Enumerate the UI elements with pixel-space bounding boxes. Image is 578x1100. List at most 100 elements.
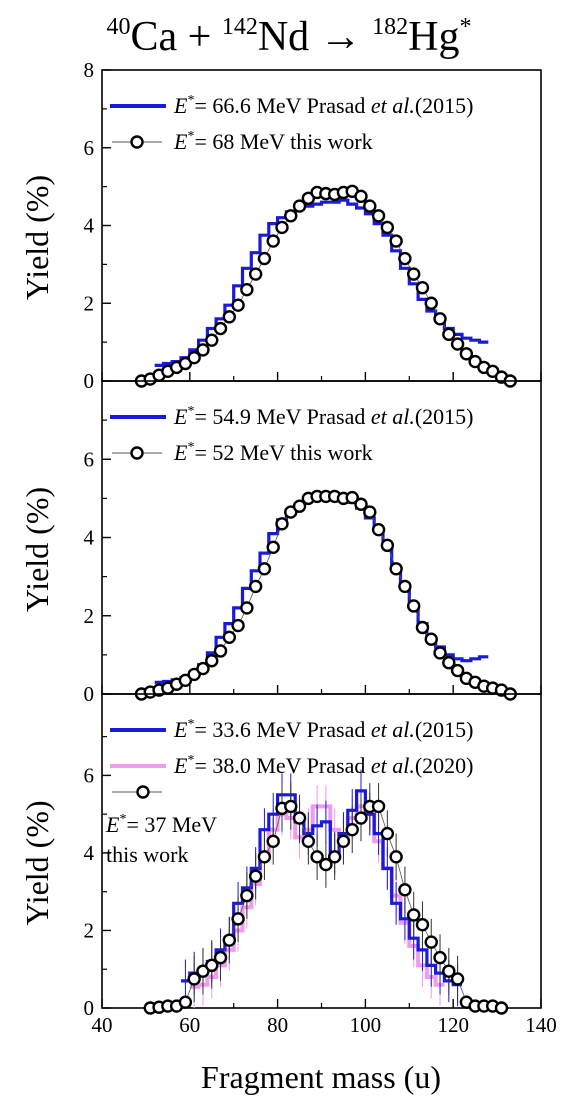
data-point-top bbox=[257, 251, 272, 266]
data-point-bottom bbox=[319, 857, 333, 872]
legend-label-bottom-1: E*= 38.0 MeV Prasad et al.(2020) bbox=[173, 753, 474, 778]
data-point-top bbox=[187, 350, 201, 365]
data-point-top bbox=[292, 199, 307, 213]
x-tick-label-120: 120 bbox=[437, 1013, 469, 1037]
data-point-bottom bbox=[433, 950, 447, 965]
data-point-bottom bbox=[389, 850, 403, 864]
data-point-top bbox=[222, 310, 237, 324]
data-point-top bbox=[442, 327, 456, 342]
data-point-bottom bbox=[231, 912, 245, 926]
title-a2: 142 bbox=[222, 14, 258, 40]
x-axis-title: Fragment mass (u) bbox=[201, 1059, 441, 1095]
data-point-top bbox=[415, 281, 430, 295]
data-point-middle bbox=[406, 599, 421, 613]
data-point-bottom bbox=[310, 850, 324, 864]
data-point-middle bbox=[222, 630, 237, 644]
data-point-top bbox=[406, 267, 421, 281]
y-tick-label-6: 6 bbox=[84, 763, 95, 787]
data-point-middle bbox=[196, 661, 210, 676]
data-point-middle bbox=[345, 490, 359, 505]
x-tick-label-100: 100 bbox=[350, 1013, 382, 1037]
data-point-top bbox=[284, 209, 298, 223]
data-point-top bbox=[231, 298, 245, 312]
data-point-top bbox=[363, 199, 377, 213]
title-e3: Hg bbox=[408, 14, 459, 60]
panel-top: 0 2 4 6 8 Yield (%) E*= 66.6 MeV Prasad et al.… bbox=[19, 58, 542, 393]
data-point-middle bbox=[292, 499, 307, 513]
data-point-middle bbox=[389, 562, 403, 576]
data-point-top bbox=[433, 312, 447, 326]
data-point-middle bbox=[450, 663, 465, 678]
data-point-middle bbox=[415, 620, 430, 635]
data-point-top bbox=[213, 321, 228, 336]
data-point-bottom bbox=[178, 995, 193, 1009]
data-point-bottom bbox=[371, 799, 386, 814]
y-tick-label-2: 2 bbox=[84, 918, 95, 942]
y-tick-label-6: 6 bbox=[84, 447, 95, 471]
data-point-middle bbox=[240, 601, 254, 615]
data-point-bottom bbox=[398, 883, 412, 897]
y-tick-label-0: 0 bbox=[84, 682, 95, 706]
data-point-middle bbox=[442, 656, 456, 670]
legend-label-top-1: E*= 68 MeV this work bbox=[173, 129, 373, 154]
data-point-bottom bbox=[415, 917, 430, 932]
data-point-bottom bbox=[266, 834, 280, 849]
data-point-middle bbox=[424, 632, 438, 646]
data-point-bottom bbox=[187, 972, 201, 986]
data-point-middle bbox=[398, 579, 412, 594]
y-tick-label-4: 4 bbox=[84, 214, 95, 238]
data-point-top bbox=[398, 251, 412, 266]
data-point-middle bbox=[257, 562, 272, 576]
legend-this-work-line1: E*= 37 MeV bbox=[105, 812, 217, 837]
data-point-middle bbox=[266, 540, 280, 554]
data-point-middle bbox=[275, 517, 289, 531]
data-point-top bbox=[424, 296, 438, 310]
series-step-prasad2015-top bbox=[154, 198, 489, 367]
panel-middle: 0 2 4 6 Yield (%) E*= 54.9 MeV Prasad et al.(… bbox=[19, 380, 542, 706]
data-point-bottom bbox=[292, 811, 307, 825]
data-point-bottom bbox=[406, 908, 421, 922]
figure-title: 40Ca + 142Nd → 182Hg* bbox=[106, 14, 471, 60]
data-point-bottom bbox=[301, 834, 316, 849]
data-point-middle bbox=[433, 646, 447, 660]
data-point-bottom bbox=[205, 958, 219, 973]
data-point-top bbox=[266, 234, 280, 248]
legend-label-middle-1: E*= 52 MeV this work bbox=[173, 440, 373, 465]
data-point-middle bbox=[284, 505, 298, 519]
data-point-top bbox=[205, 333, 219, 347]
data-point-bottom bbox=[380, 826, 395, 841]
data-point-bottom bbox=[336, 834, 351, 849]
y-tick-label-4: 4 bbox=[84, 526, 95, 550]
data-point-middle bbox=[354, 497, 368, 511]
y-tick-label-2: 2 bbox=[84, 291, 95, 315]
y-tick-label-2: 2 bbox=[84, 604, 95, 628]
data-point-top bbox=[459, 347, 474, 361]
data-point-middle bbox=[380, 538, 395, 553]
data-point-middle bbox=[248, 579, 263, 594]
y-tick-label-0: 0 bbox=[84, 369, 95, 393]
y-axis-title-top: Yield (%) bbox=[19, 175, 55, 300]
data-point-middle bbox=[371, 522, 386, 537]
x-tick-label-60: 60 bbox=[179, 1013, 200, 1037]
y-tick-label-6: 6 bbox=[84, 136, 95, 160]
legend-label-top-0: E*= 66.6 MeV Prasad et al.(2015) bbox=[173, 93, 474, 118]
data-point-bottom bbox=[450, 972, 465, 986]
legend-label-bottom-0: E*= 33.6 MeV Prasad et al.(2015) bbox=[173, 717, 474, 742]
data-point-middle bbox=[231, 618, 245, 633]
data-point-bottom bbox=[327, 850, 342, 864]
data-point-middle bbox=[187, 667, 201, 682]
data-point-top bbox=[240, 282, 254, 297]
legend-label-middle-0: E*= 54.9 MeV Prasad et al.(2015) bbox=[173, 404, 474, 429]
legend-marker bbox=[130, 135, 144, 149]
y-tick-label-4: 4 bbox=[84, 841, 95, 865]
x-tick-label-40: 40 bbox=[92, 1013, 113, 1037]
data-point-bottom bbox=[284, 799, 298, 814]
legend-marker bbox=[136, 785, 150, 799]
title-e1: Ca + bbox=[130, 14, 221, 60]
y-tick-label-0: 0 bbox=[84, 996, 95, 1020]
data-point-top bbox=[389, 234, 403, 248]
x-tick-label-80: 80 bbox=[267, 1013, 288, 1037]
data-point-bottom bbox=[213, 950, 228, 965]
title-a3: 182 bbox=[372, 14, 408, 40]
